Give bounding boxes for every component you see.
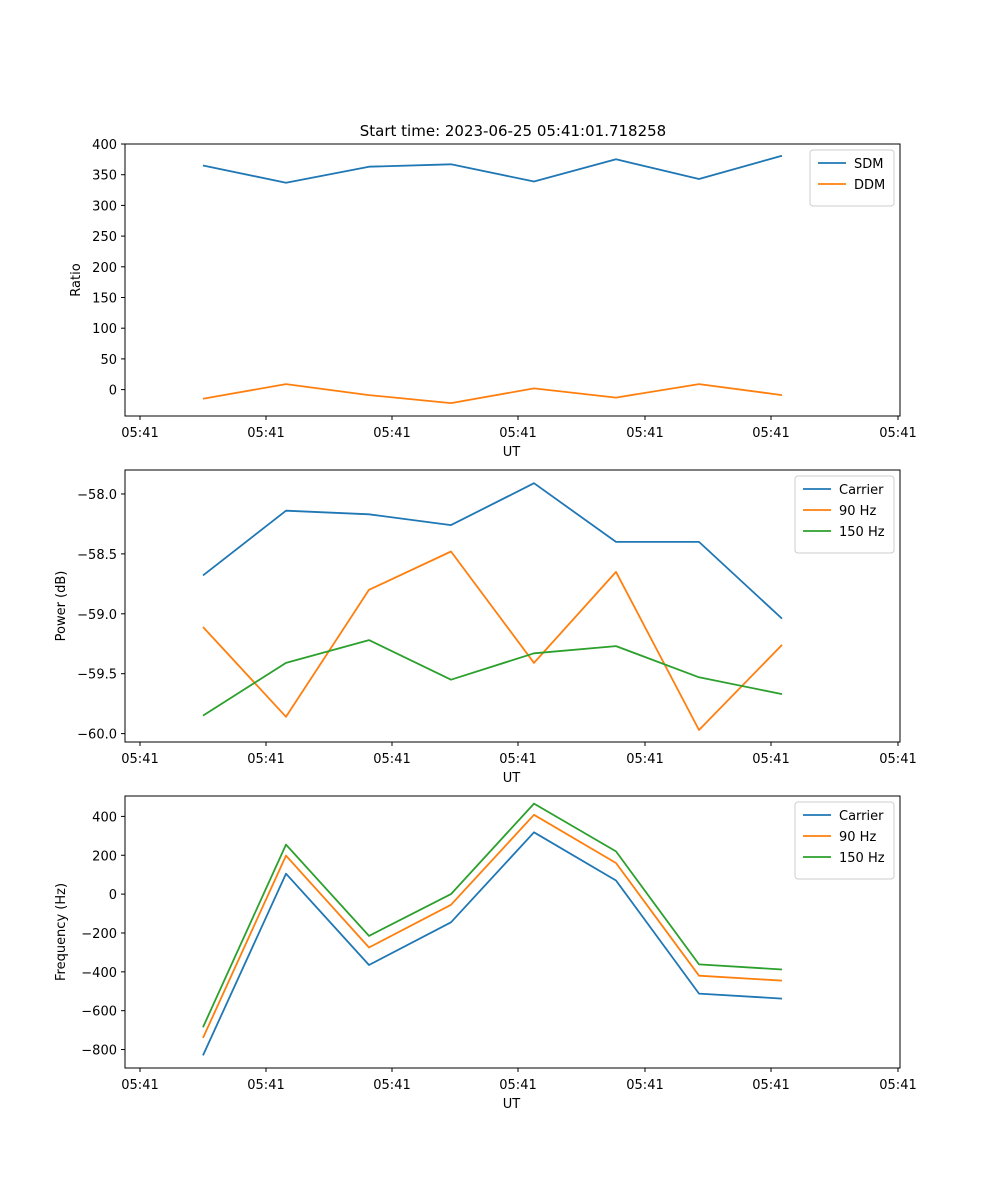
x-tick-label: 05:41 — [499, 752, 536, 767]
y-tick-label: 0 — [109, 384, 117, 399]
legend-label: 90 Hz — [839, 504, 876, 519]
x-tick-label: 05:41 — [499, 1078, 536, 1093]
y-tick-label: 350 — [92, 169, 117, 184]
figure-title: Start time: 2023-06-25 05:41:01.718258 — [360, 122, 666, 140]
x-tick-label: 05:41 — [373, 1078, 410, 1093]
legend-box — [794, 801, 895, 880]
y-tick-label: 100 — [92, 322, 117, 337]
series-line-90-hz — [202, 550, 783, 731]
x-tick-label: 05:41 — [247, 426, 284, 441]
x-axis-label: UT — [503, 1097, 521, 1112]
y-tick-label: −200 — [81, 927, 117, 942]
y-tick-label: 0 — [109, 888, 117, 903]
x-tick-label: 05:41 — [626, 752, 663, 767]
y-axis-label: Power (dB) — [54, 571, 69, 642]
x-tick-label: 05:41 — [752, 426, 789, 441]
chart-panel-2: −60.0 −59.5 −59.0 −58.5 −58.0 05:41 05:41 05:41… — [54, 469, 917, 786]
series-line-sdm — [202, 154, 783, 184]
y-tick-label: −59.0 — [77, 608, 117, 623]
series-line-carrier — [202, 482, 783, 620]
legend-label: Carrier — [839, 483, 884, 498]
y-tick-label: 400 — [92, 810, 117, 825]
y-axis-label: Frequency (Hz) — [54, 883, 69, 981]
x-tick-label: 05:41 — [879, 1078, 916, 1093]
y-tick-label: −400 — [81, 966, 117, 981]
series-line-ddm — [202, 383, 783, 405]
series-line-150-hz — [202, 802, 783, 1028]
x-tick-label: 05:41 — [879, 752, 916, 767]
y-tick-label: −58.5 — [77, 548, 117, 563]
legend-label: 150 Hz — [839, 525, 885, 540]
y-tick-label: −60.0 — [77, 728, 117, 743]
x-tick-label: 05:41 — [373, 426, 410, 441]
legend-box — [794, 475, 895, 554]
plot-area-frame — [124, 469, 901, 743]
x-axis-label: UT — [503, 771, 521, 786]
y-tick-label: −600 — [81, 1005, 117, 1020]
plot-area-frame — [124, 795, 901, 1069]
x-tick-label: 05:41 — [373, 752, 410, 767]
y-axis-label: Ratio — [69, 263, 84, 296]
chart-panel-1: 0 50 100 150 200 250 300 350 400 05:41 05:41 05:41 0… — [69, 138, 917, 460]
legend-label: DDM — [854, 178, 885, 193]
y-tick-label: −59.5 — [77, 668, 117, 683]
legend-label: SDM — [854, 157, 883, 172]
series-line-150-hz — [202, 639, 783, 717]
x-tick-label: 05:41 — [121, 1078, 158, 1093]
x-tick-label: 05:41 — [499, 426, 536, 441]
x-tick-label: 05:41 — [626, 426, 663, 441]
x-tick-label: 05:41 — [247, 752, 284, 767]
plot-area-frame — [124, 143, 901, 417]
x-tick-label: 05:41 — [626, 1078, 663, 1093]
x-tick-label: 05:41 — [121, 426, 158, 441]
y-tick-label: 200 — [92, 849, 117, 864]
x-tick-label: 05:41 — [879, 426, 916, 441]
x-axis-label: UT — [503, 445, 521, 460]
x-tick-label: 05:41 — [121, 752, 158, 767]
y-tick-label: −58.0 — [77, 488, 117, 503]
series-line-carrier — [202, 831, 783, 1056]
legend-label: 150 Hz — [839, 851, 885, 866]
x-tick-label: 05:41 — [752, 1078, 789, 1093]
y-tick-label: −800 — [81, 1044, 117, 1059]
y-tick-label: 200 — [92, 261, 117, 276]
x-tick-label: 05:41 — [247, 1078, 284, 1093]
y-tick-label: 300 — [92, 199, 117, 214]
y-tick-label: 400 — [92, 138, 117, 153]
legend-box — [809, 149, 895, 207]
y-tick-label: 50 — [100, 353, 117, 368]
series-line-90-hz — [202, 813, 783, 1039]
chart-panel-3: −800 −600 −400 −200 0 200 400 05:41 05:41 05:41 05… — [54, 795, 917, 1112]
y-tick-label: 150 — [92, 291, 117, 306]
legend-label: 90 Hz — [839, 830, 876, 845]
x-tick-label: 05:41 — [752, 752, 789, 767]
y-tick-label: 250 — [92, 230, 117, 245]
legend-label: Carrier — [839, 809, 884, 824]
